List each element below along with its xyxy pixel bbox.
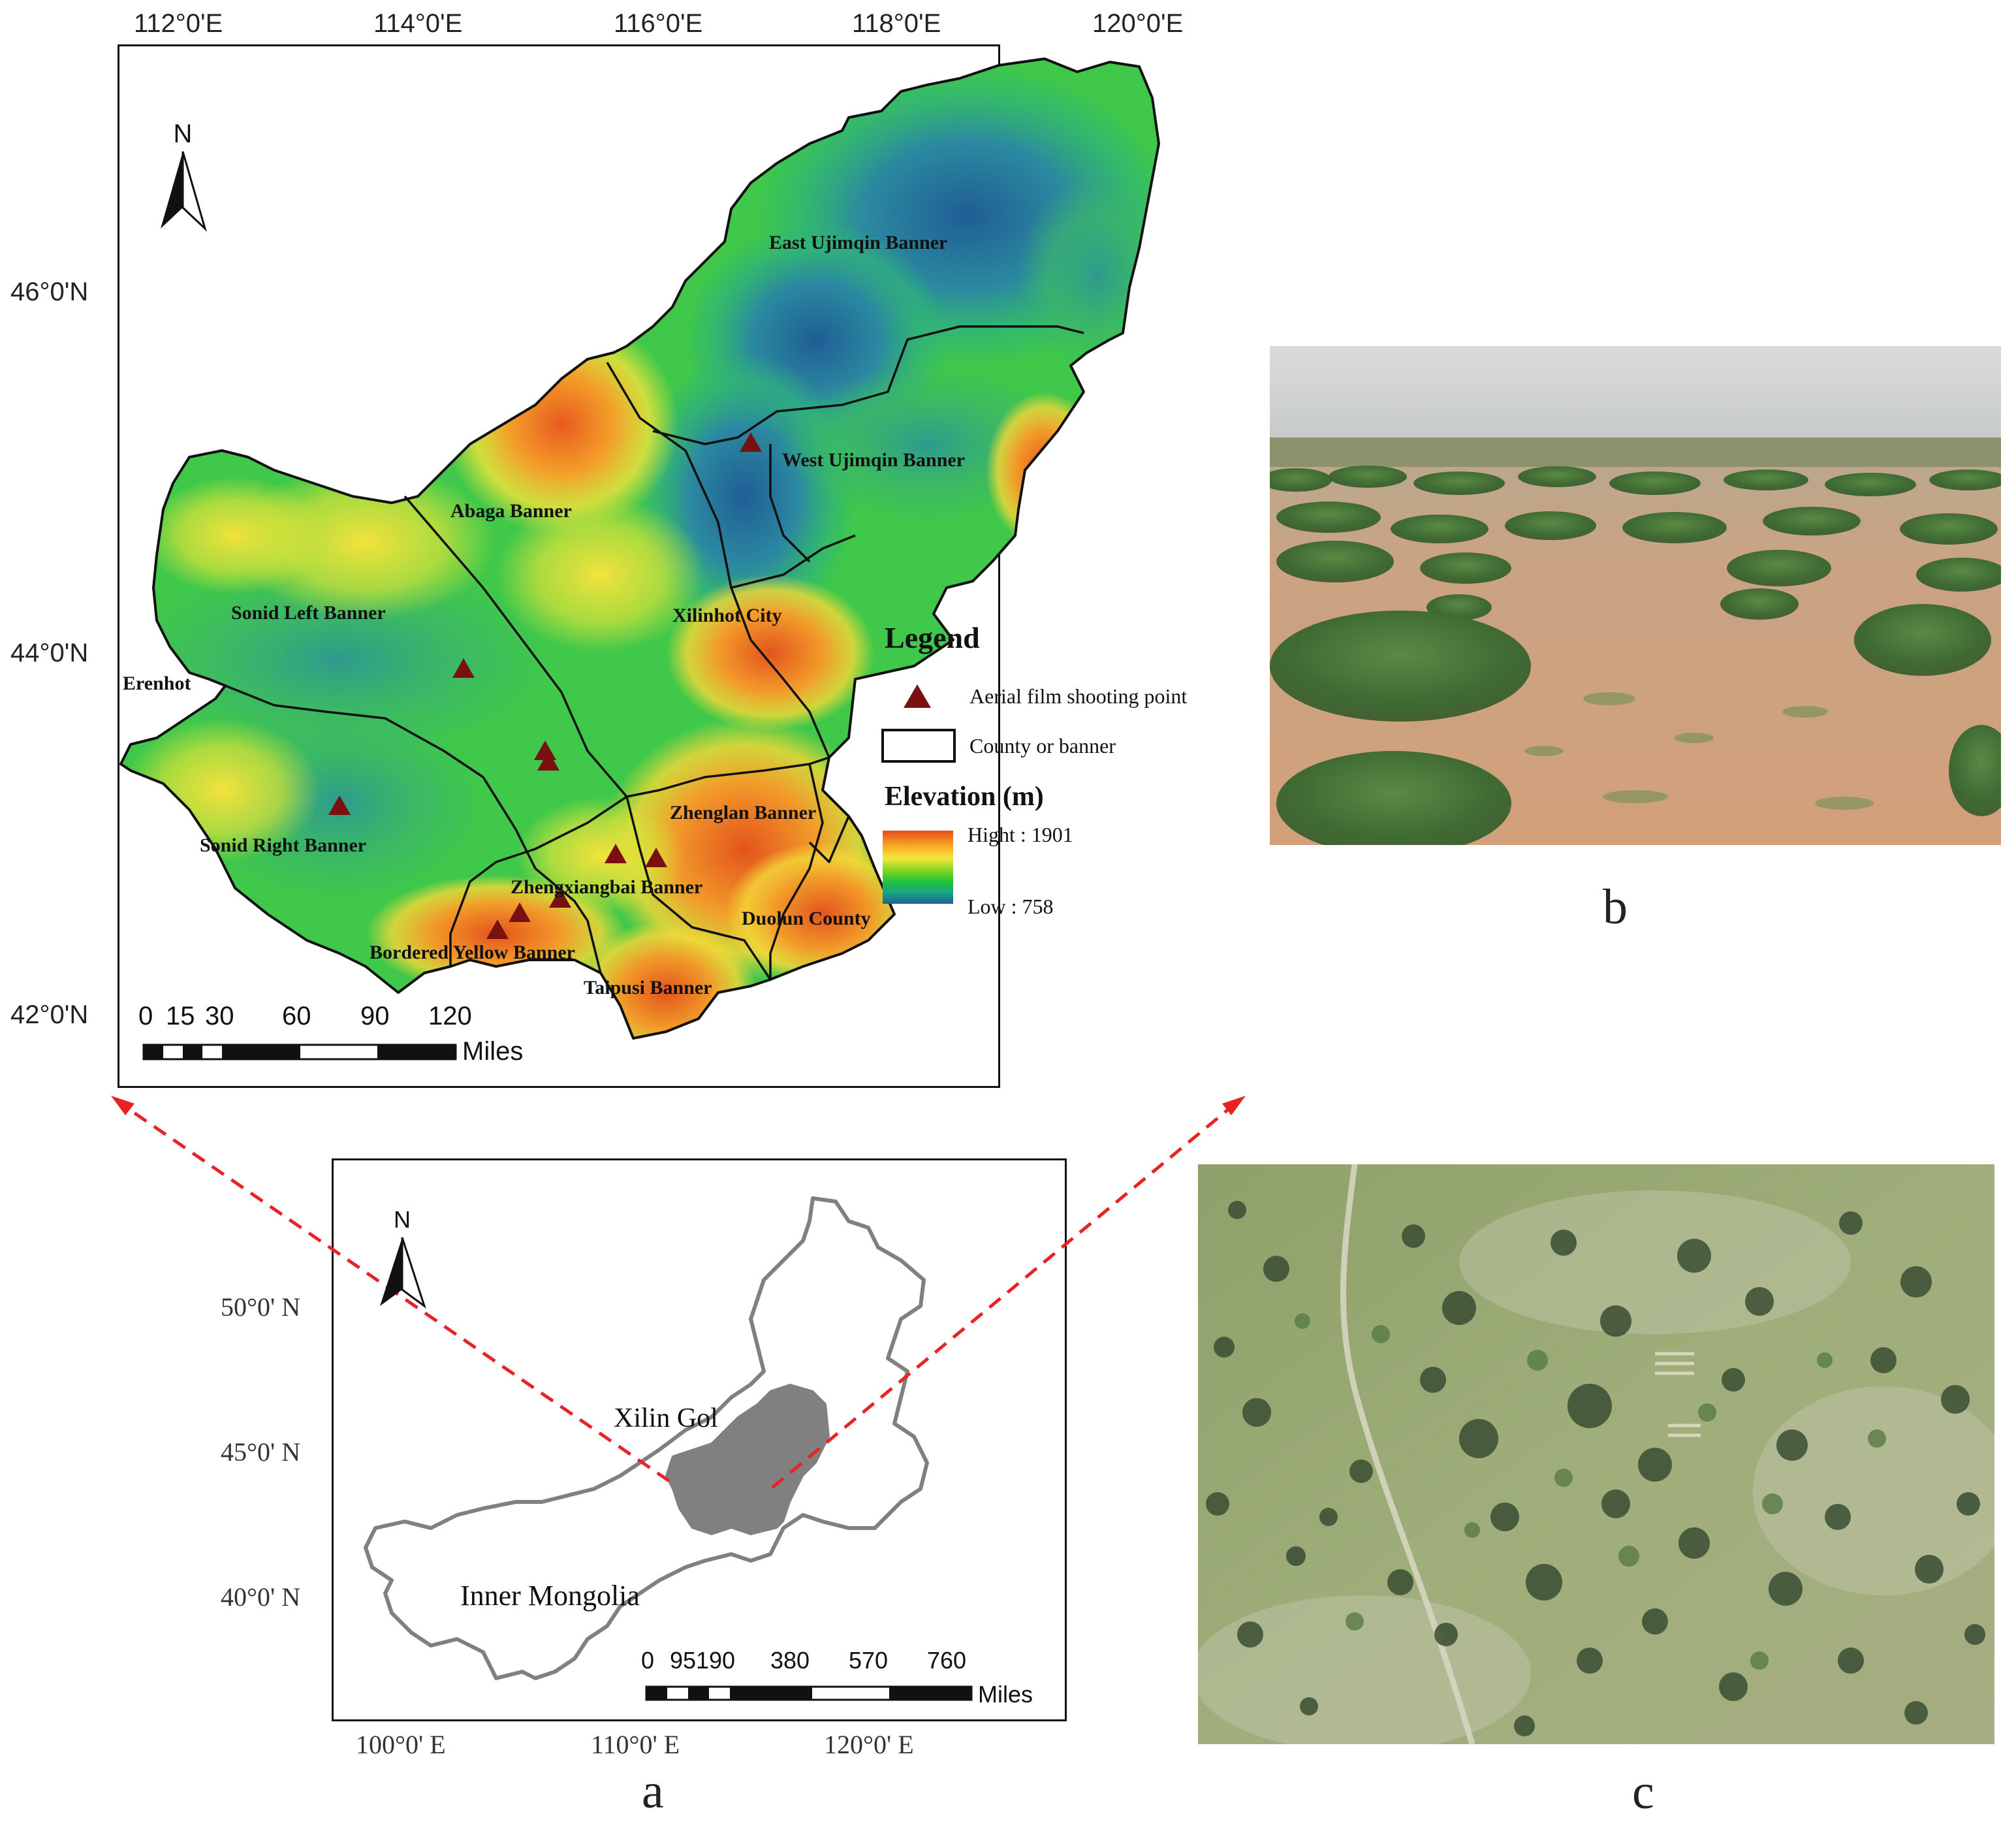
shooting-point-marker-icon xyxy=(740,432,762,452)
legend-elevation-high: Hight : 1901 xyxy=(968,823,1073,846)
connector-arrowhead-left-icon xyxy=(111,1096,134,1115)
panel-b: b xyxy=(1270,346,2001,934)
scale-unit: Miles xyxy=(462,1037,524,1066)
locator-lon-tick-100: 100°0' E xyxy=(356,1730,446,1759)
inner-mongolia-outline xyxy=(364,1196,929,1680)
scale-tick-60: 60 xyxy=(282,1002,311,1030)
locator-north-label: N xyxy=(394,1206,411,1233)
connector-arrowhead-right-icon xyxy=(1222,1096,1246,1115)
elevation-map: N xyxy=(119,57,1160,1060)
shooting-point-marker-icon xyxy=(537,751,559,771)
label-abaga: Abaga Banner xyxy=(450,500,572,522)
locator-scale-tick-0: 0 xyxy=(641,1647,655,1674)
north-arrow-label: N xyxy=(174,120,193,148)
locator-north-arrow-icon xyxy=(380,1237,426,1309)
locator-scale-tick-95: 95 xyxy=(670,1647,697,1674)
locator-scale-bar xyxy=(645,1685,973,1701)
ground-level-shrub-grassland-photo xyxy=(1270,346,2001,845)
legend-item-county: County or banner xyxy=(969,734,1116,757)
lon-tick-120: 120°0'E xyxy=(1092,9,1184,38)
label-xilinhot: Xilinhot City xyxy=(672,605,782,626)
shooting-points xyxy=(328,432,762,939)
lat-tick-46: 46°0'N xyxy=(10,278,89,306)
lon-tick-116: 116°0'E xyxy=(614,9,703,38)
label-duolun: Duolun County xyxy=(742,908,871,929)
label-east-ujimqin: East Ujimqin Banner xyxy=(769,232,948,253)
scale-tick-15: 15 xyxy=(166,1002,195,1030)
label-bordered-yellow: Bordered Yellow Banner xyxy=(370,942,575,963)
label-zhenglan: Zhenglan Banner xyxy=(670,802,817,823)
xilin-gol-boundary xyxy=(119,57,1160,1040)
label-zhengxiangbai: Zhengxiangbai Banner xyxy=(511,876,703,898)
panel-letter-b: b xyxy=(1603,880,1628,934)
panel-a: 112°0'E 114°0'E 116°0'E 118°0'E 120°0'E … xyxy=(10,9,1246,1819)
locator-lat-tick-40: 40°0' N xyxy=(221,1582,301,1612)
locator-scale-tick-380: 380 xyxy=(770,1647,810,1674)
county-boundaries xyxy=(225,325,1084,980)
shooting-point-marker-icon xyxy=(328,795,351,815)
legend-rectangle-outline-icon xyxy=(881,729,956,763)
panel-letter-a: a xyxy=(642,1764,664,1819)
lon-tick-114: 114°0'E xyxy=(373,9,463,38)
shooting-point-marker-icon xyxy=(605,844,627,863)
scale-bar xyxy=(142,1044,457,1060)
label-erenhot: Erenhot xyxy=(123,673,191,694)
shooting-point-marker-icon xyxy=(549,888,571,908)
locator-lat-tick-45: 45°0' N xyxy=(221,1437,301,1467)
aerial-shrub-grassland-photo xyxy=(1198,1164,1994,1744)
shooting-point-marker-icon xyxy=(645,848,667,867)
scale-tick-90: 90 xyxy=(360,1002,390,1030)
locator-scale-unit: Miles xyxy=(978,1681,1033,1708)
lon-tick-118: 118°0'E xyxy=(852,9,941,38)
legend-triangle-marker-icon xyxy=(904,684,931,708)
scale-tick-0: 0 xyxy=(138,1002,153,1030)
shooting-point-marker-icon xyxy=(509,902,531,922)
locator-label-inner-mongolia: Inner Mongolia xyxy=(460,1580,640,1612)
label-sonid-left: Sonid Left Banner xyxy=(231,602,386,624)
locator-lon-tick-120: 120°0' E xyxy=(824,1730,914,1759)
scale-tick-30: 30 xyxy=(205,1002,234,1030)
panel-letter-c: c xyxy=(1632,1764,1654,1819)
legend-elevation-title: Elevation (m) xyxy=(885,782,1044,812)
legend-elevation-low: Low : 758 xyxy=(968,895,1054,918)
locator-lat-tick-50: 50°0' N xyxy=(221,1292,301,1322)
scale-tick-120: 120 xyxy=(428,1002,472,1030)
label-taipusi: Taipusi Banner xyxy=(584,977,712,998)
lat-tick-42: 42°0'N xyxy=(10,1000,89,1029)
locator-lon-tick-110: 110°0' E xyxy=(591,1730,680,1759)
legend-item-shooting-point: Aerial film shooting point xyxy=(969,684,1188,708)
legend-elevation-ramp xyxy=(883,831,953,904)
shooting-point-marker-icon xyxy=(486,919,509,939)
label-sonid-right: Sonid Right Banner xyxy=(200,835,367,856)
locator-scale-tick-190: 190 xyxy=(696,1647,736,1674)
xilin-gol-highlight xyxy=(665,1383,830,1536)
locator-label-xilin-gol: Xilin Gol xyxy=(614,1403,718,1433)
locator-scale-tick-570: 570 xyxy=(849,1647,889,1674)
legend-title: Legend xyxy=(885,621,980,654)
locator-map: N xyxy=(111,1096,1246,1701)
north-arrow-icon xyxy=(161,151,207,232)
locator-scale-tick-760: 760 xyxy=(927,1647,967,1674)
lon-tick-112: 112°0'E xyxy=(134,9,223,38)
panel-c: c xyxy=(1198,1164,1994,1819)
lat-tick-44: 44°0'N xyxy=(10,639,89,667)
shooting-point-marker-icon xyxy=(452,658,475,678)
label-west-ujimqin: West Ujimqin Banner xyxy=(782,449,966,471)
